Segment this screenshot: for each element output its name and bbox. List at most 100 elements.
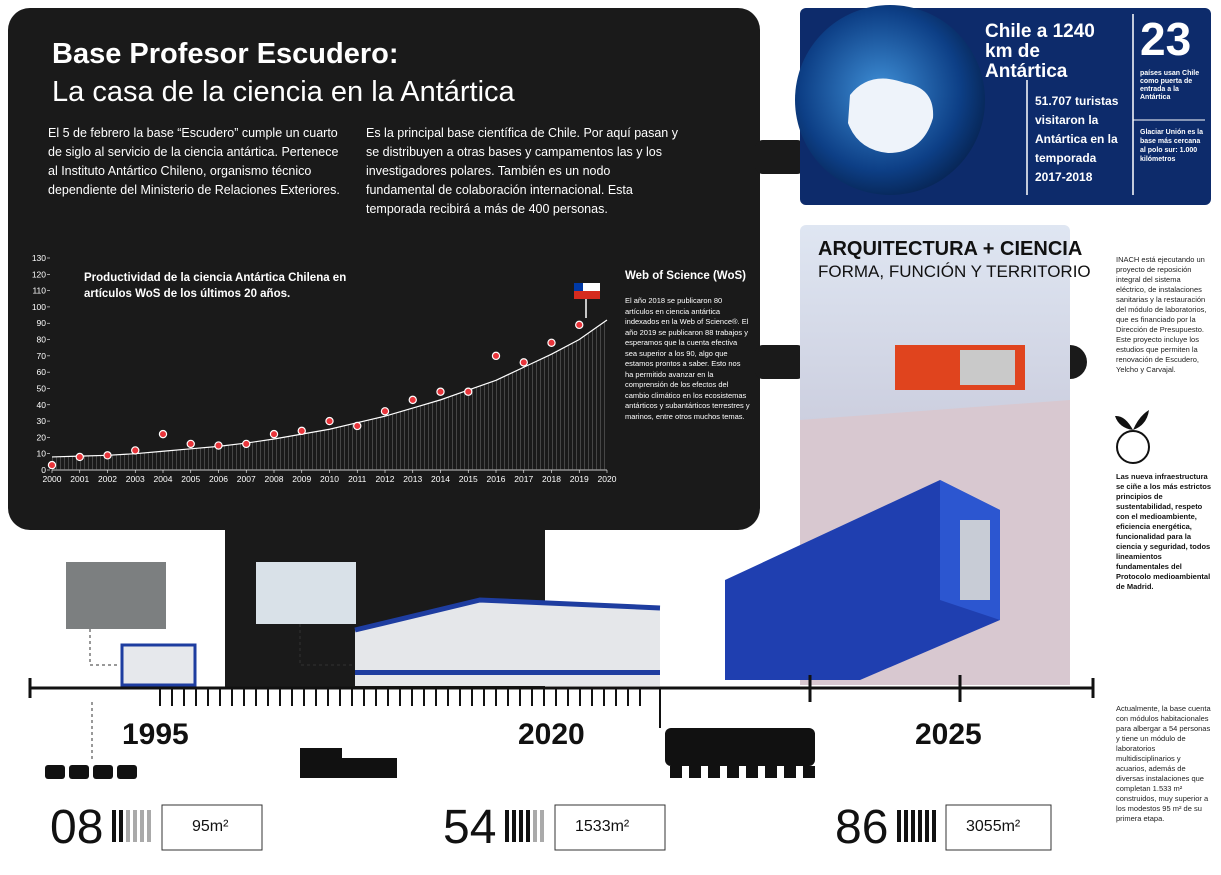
- leaf-icon: [1115, 410, 1149, 430]
- y-tick-label: 90: [37, 318, 47, 328]
- title: Base Profesor Escudero:: [52, 38, 399, 71]
- person-icon: [112, 810, 116, 842]
- x-tick-label: 2002: [98, 474, 117, 484]
- people-count: 86: [835, 800, 888, 855]
- data-point: [576, 321, 583, 328]
- x-tick-label: 2019: [570, 474, 589, 484]
- y-tick-label: 30: [37, 416, 47, 426]
- data-point: [354, 422, 361, 429]
- y-tick-label: 130: [32, 253, 46, 263]
- x-tick-label: 2016: [487, 474, 506, 484]
- person-icon: [932, 810, 936, 842]
- module: [342, 758, 397, 778]
- data-point: [437, 388, 444, 395]
- data-point: [548, 339, 555, 346]
- x-tick-label: 2004: [154, 474, 173, 484]
- data-point: [132, 447, 139, 454]
- distance: Chile a 1240 km de Antártica: [985, 22, 1125, 82]
- data-point: [409, 396, 416, 403]
- data-point: [159, 431, 166, 438]
- year: 2020: [518, 718, 585, 752]
- module-leg: [784, 766, 796, 778]
- x-tick-label: 2005: [181, 474, 200, 484]
- person-icon: [140, 810, 144, 842]
- intro: Es la principal base científica de Chile…: [366, 124, 681, 219]
- x-tick-label: 2011: [348, 474, 367, 484]
- flag: [574, 291, 600, 299]
- y-tick-label: 20: [37, 432, 47, 442]
- data-point: [243, 440, 250, 447]
- person-icon: [119, 810, 123, 842]
- data-point: [465, 388, 472, 395]
- subtitle: La casa de la ciencia en la Antártica: [52, 76, 515, 109]
- x-tick-label: 2009: [292, 474, 311, 484]
- person-icon: [540, 810, 544, 842]
- person-icon: [925, 810, 929, 842]
- side-note: INACH está ejecutando un proyecto de rep…: [1116, 255, 1212, 375]
- module: [300, 748, 342, 778]
- person-icon: [133, 810, 137, 842]
- connector: [755, 345, 805, 379]
- building-windows: [960, 350, 1015, 385]
- flag: [574, 283, 583, 291]
- architecture-subtitle: FORMA, FUNCIÓN Y TERRITORIO: [818, 262, 1091, 282]
- data-point: [187, 440, 194, 447]
- photo: [66, 562, 166, 629]
- person-icon: [911, 810, 915, 842]
- x-tick-label: 2014: [431, 474, 450, 484]
- tourists: 51.707 turistas visitaron la Antártica e…: [1035, 92, 1123, 187]
- module-leg: [803, 766, 815, 778]
- y-tick-label: 50: [37, 383, 47, 393]
- connector: [1070, 345, 1087, 379]
- person-icon: [918, 810, 922, 842]
- x-tick-label: 2020: [598, 474, 617, 484]
- countries-number: 23: [1140, 12, 1191, 66]
- x-tick-label: 2015: [459, 474, 478, 484]
- data-point: [520, 359, 527, 366]
- area: 95m²: [192, 818, 228, 836]
- person-icon: [505, 810, 509, 842]
- person-icon: [904, 810, 908, 842]
- data-point: [298, 427, 305, 434]
- area: 3055m²: [966, 818, 1020, 836]
- data-point: [104, 452, 111, 459]
- data-point: [76, 453, 83, 460]
- x-tick-label: 2018: [542, 474, 561, 484]
- modules: [670, 766, 815, 778]
- module-leg: [727, 766, 739, 778]
- earth-icon: [1117, 431, 1149, 463]
- photo: [256, 562, 356, 624]
- data-point: [326, 417, 333, 424]
- y-tick-label: 110: [32, 286, 46, 296]
- data-point: [215, 442, 222, 449]
- person-icon: [147, 810, 151, 842]
- leader: [90, 629, 120, 665]
- module-leg: [670, 766, 682, 778]
- wos-text: El año 2018 se publicaron 80 artículos e…: [625, 296, 750, 422]
- x-tick-label: 2010: [320, 474, 339, 484]
- module-leg: [765, 766, 777, 778]
- intro: El 5 de febrero la base “Escudero” cumpl…: [48, 124, 348, 200]
- y-tick-label: 40: [37, 400, 47, 410]
- wos-title: Web of Science (WoS): [625, 270, 755, 282]
- x-tick-label: 2007: [237, 474, 256, 484]
- chart-title: Productividad de la ciencia Antártica Ch…: [84, 270, 384, 302]
- countries-text: países usan Chile como puerta de entrada…: [1140, 70, 1205, 102]
- x-tick-label: 2000: [43, 474, 62, 484]
- module-leg: [746, 766, 758, 778]
- person-icon: [533, 810, 537, 842]
- data-point: [381, 408, 388, 415]
- module: [117, 765, 137, 779]
- y-tick-label: 70: [37, 351, 47, 361]
- side-note: Las nueva infraestructura se ciñe a los …: [1116, 472, 1212, 592]
- module-leg: [689, 766, 701, 778]
- person-icon: [897, 810, 901, 842]
- x-tick-label: 2008: [265, 474, 284, 484]
- data-point: [492, 352, 499, 359]
- person-icon: [519, 810, 523, 842]
- person-icon: [512, 810, 516, 842]
- data-point: [48, 462, 55, 469]
- module: [45, 765, 65, 779]
- person-icon: [526, 810, 530, 842]
- building-1995: [122, 645, 195, 685]
